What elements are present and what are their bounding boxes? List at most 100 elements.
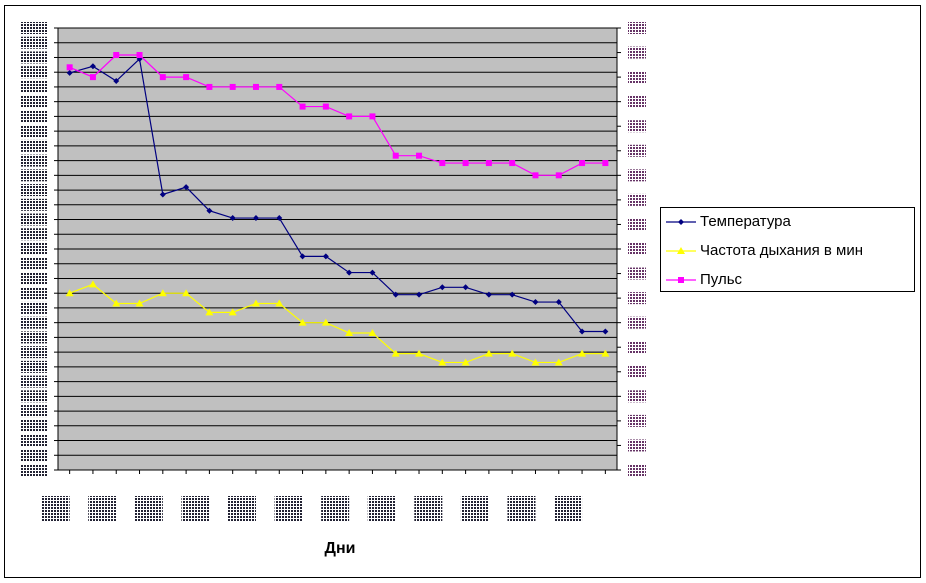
x-tick-label-glyph	[134, 496, 163, 522]
y2-tick-label-glyph	[628, 144, 646, 157]
point	[509, 291, 516, 298]
legend-label: Температура	[700, 213, 792, 230]
point	[485, 291, 492, 298]
point	[508, 349, 517, 357]
point	[113, 52, 120, 59]
y2-tick-label-glyph	[628, 243, 646, 255]
point	[299, 103, 306, 110]
point	[113, 78, 120, 85]
point	[369, 113, 376, 120]
point	[369, 269, 376, 276]
series-line	[69, 57, 606, 333]
point	[677, 247, 685, 254]
point	[439, 160, 446, 167]
y2-tick-label-glyph	[628, 120, 646, 133]
y-tick-label-glyph	[20, 331, 48, 344]
y-tick-label-glyph	[20, 169, 48, 182]
point	[602, 160, 609, 167]
point	[229, 215, 236, 222]
y-tick-label-glyph	[20, 243, 48, 255]
legend-label: Частота дыхания в мин	[700, 242, 863, 259]
point	[252, 215, 259, 222]
point	[555, 172, 562, 179]
y2-tick-label-glyph	[628, 169, 646, 182]
point	[228, 308, 237, 316]
x-tick-label-glyph	[554, 496, 583, 522]
y2-tick-label-glyph	[628, 95, 646, 108]
point	[439, 284, 446, 291]
point	[579, 328, 586, 335]
point	[322, 253, 329, 260]
y-tick-label-glyph	[20, 287, 48, 300]
y-tick-label-glyph	[20, 184, 48, 197]
point	[438, 358, 447, 366]
y-tick-label-glyph	[20, 272, 48, 285]
y2-tick-label-glyph	[628, 464, 646, 476]
point	[182, 289, 191, 297]
point	[555, 299, 562, 306]
y2-tick-label-glyph	[628, 218, 646, 231]
point	[579, 160, 586, 167]
y-tick-label-glyph	[20, 449, 48, 462]
y-tick-label-glyph	[20, 346, 48, 359]
y-tick-label-glyph	[20, 405, 48, 418]
y-tick-label-glyph	[20, 316, 48, 329]
point	[509, 160, 516, 167]
point	[206, 83, 213, 90]
y-tick-label-glyph	[20, 36, 48, 49]
point	[345, 328, 354, 336]
point	[462, 160, 469, 167]
point	[251, 299, 260, 307]
x-tick-label-glyph	[274, 496, 303, 522]
point	[484, 349, 493, 357]
y2-tick-label-glyph	[628, 341, 646, 354]
point	[276, 83, 283, 90]
point	[183, 184, 190, 191]
point	[89, 63, 96, 70]
x-tick-label-glyph	[41, 496, 70, 522]
y-tick-label-glyph	[20, 257, 48, 270]
point	[416, 291, 423, 298]
point	[391, 349, 400, 357]
y-tick-label-glyph	[20, 66, 48, 79]
point	[159, 191, 166, 198]
y-tick-label-glyph	[20, 80, 48, 93]
point	[135, 299, 144, 307]
y2-tick-label-glyph	[628, 71, 646, 84]
y-tick-label-glyph	[20, 125, 48, 138]
y-tick-label-glyph	[20, 139, 48, 152]
point	[275, 299, 284, 307]
y-tick-label-glyph	[20, 301, 48, 314]
y2-tick-label-glyph	[628, 292, 646, 305]
point	[252, 83, 259, 90]
point	[206, 207, 213, 214]
point	[183, 74, 190, 81]
point	[136, 52, 143, 59]
point	[415, 349, 424, 357]
y2-tick-label-glyph	[628, 46, 646, 59]
y-tick-label-glyph	[20, 464, 48, 476]
y2-tick-label-glyph	[628, 316, 646, 329]
y2-tick-label-glyph	[628, 390, 646, 403]
y2-tick-label-glyph	[628, 365, 646, 378]
point	[322, 103, 329, 110]
y2-tick-label-glyph	[628, 193, 646, 206]
y2-tick-label-glyph	[628, 267, 646, 280]
point	[66, 69, 73, 76]
y-tick-label-glyph	[20, 213, 48, 226]
legend	[660, 207, 915, 292]
y-tick-label-glyph	[20, 198, 48, 211]
point	[531, 358, 540, 366]
x-tick-label-glyph	[414, 496, 443, 522]
point	[462, 284, 469, 291]
point	[229, 83, 236, 90]
point	[346, 269, 353, 276]
x-tick-label-glyph	[367, 496, 396, 522]
point	[66, 64, 73, 71]
point	[601, 349, 610, 357]
y-tick-label-glyph	[20, 375, 48, 388]
point	[299, 253, 306, 260]
point	[346, 113, 353, 120]
point	[602, 328, 609, 335]
